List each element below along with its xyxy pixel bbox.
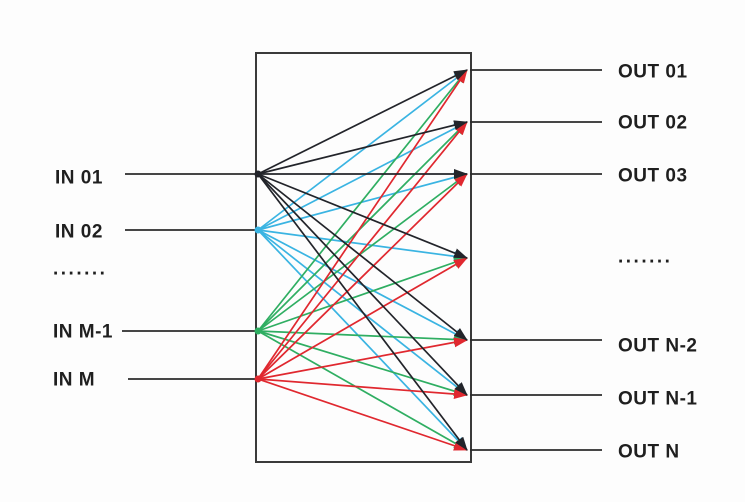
connection-in-m-1-to-out-03 (257, 173, 468, 332)
fan-origin-in-m (254, 375, 262, 383)
connection-in-01-to-out-02 (257, 120, 468, 175)
connection-in-m-1-to-out-n (257, 330, 468, 451)
connection-in-m-to-out-02 (257, 121, 468, 380)
input-ellipsis-label: ....... (53, 258, 108, 280)
fan-origin-in-01 (254, 170, 262, 178)
fan-origin-in-02 (254, 226, 262, 234)
connection-in-m-to-out-01 (257, 69, 468, 380)
connection-in-m-1-to-out-n-2 (257, 330, 468, 345)
input-label-in-01: IN 01 (55, 167, 103, 189)
connection-in-01-to-out-n-1 (257, 173, 468, 396)
connection-in-m-1-to-out-n-1 (257, 330, 468, 396)
connection-in-02-to-out-n (257, 229, 468, 451)
connection-in-m-1-to-out-02 (257, 121, 468, 332)
output-label-out-n-1: OUT N-1 (618, 388, 698, 410)
input-label-in-m: IN M (53, 369, 96, 391)
connection-in-m-to-out-n-2 (257, 337, 468, 380)
connection-in-m-to-out-n (257, 378, 468, 451)
connection-in-m-1-to-out-ellipsis (257, 257, 468, 332)
switch-matrix-box (255, 52, 472, 463)
connection-in-01-to-out-n-2 (257, 173, 468, 341)
connection-in-01-to-out-n (257, 173, 468, 451)
output-label-out-01: OUT 01 (618, 61, 688, 83)
input-label-in-m-1: IN M-1 (53, 321, 113, 343)
input-label-in-02: IN 02 (55, 221, 103, 243)
connection-in-m-to-out-03 (257, 173, 468, 380)
connection-in-m-1-to-out-01 (257, 69, 468, 332)
connection-in-02-to-out-03 (257, 172, 468, 231)
fan-origin-in-m-1 (254, 327, 262, 335)
connection-in-02-to-out-ellipsis (257, 229, 468, 262)
connection-in-02-to-out-02 (257, 121, 468, 231)
connection-in-01-to-out-01 (257, 69, 468, 175)
output-label-out-n: OUT N (618, 441, 680, 463)
connection-in-m-to-out-n-1 (257, 378, 468, 399)
output-ellipsis-label: ....... (618, 246, 673, 268)
connection-in-m-to-out-ellipsis (257, 257, 468, 380)
connection-in-01-to-out-ellipsis (257, 173, 468, 259)
output-label-out-03: OUT 03 (618, 165, 688, 187)
connection-in-02-to-out-01 (257, 69, 468, 231)
output-label-out-n-2: OUT N-2 (618, 335, 698, 357)
output-label-out-02: OUT 02 (618, 112, 688, 134)
